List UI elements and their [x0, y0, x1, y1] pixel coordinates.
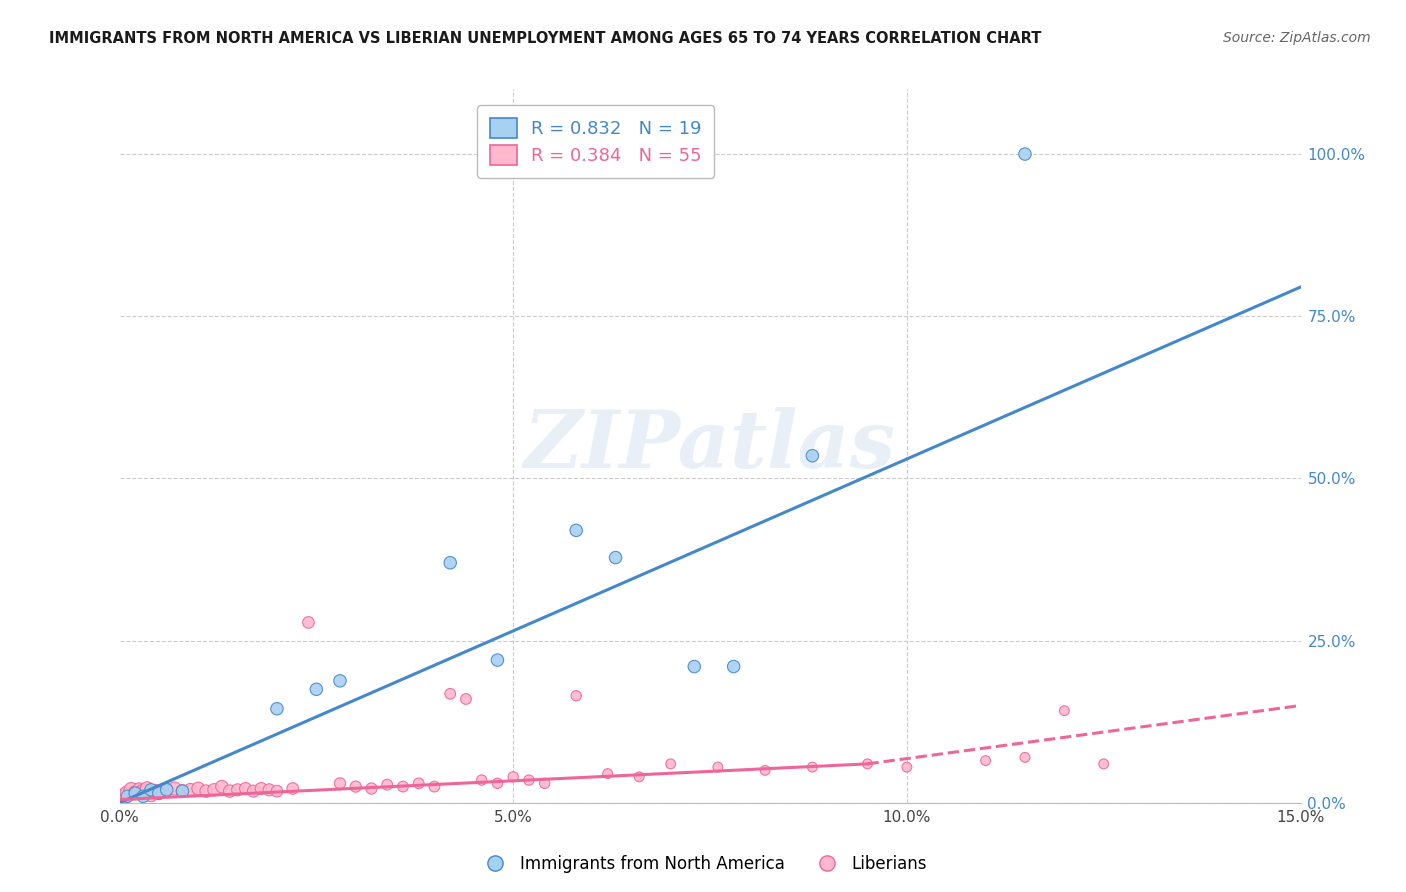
Point [211, 780, 233, 794]
Point [148, 786, 170, 800]
Point [486, 776, 509, 790]
Point [202, 782, 225, 797]
Point [856, 756, 879, 771]
Point [143, 784, 166, 798]
Legend: Immigrants from North America, Liberians: Immigrants from North America, Liberians [472, 848, 934, 880]
Point [156, 782, 179, 797]
Point [517, 773, 540, 788]
Point [408, 776, 430, 790]
Point [120, 782, 142, 797]
Point [659, 756, 682, 771]
Point [266, 702, 288, 716]
Point [281, 781, 304, 796]
Point [454, 692, 477, 706]
Text: Source: ZipAtlas.com: Source: ZipAtlas.com [1223, 31, 1371, 45]
Point [1014, 750, 1036, 764]
Point [266, 784, 288, 798]
Point [1092, 756, 1115, 771]
Point [360, 781, 382, 796]
Point [605, 550, 627, 565]
Point [533, 776, 555, 790]
Point [257, 782, 280, 797]
Point [423, 780, 446, 794]
Point [117, 786, 139, 800]
Point [974, 754, 997, 768]
Point [179, 782, 201, 797]
Point [136, 781, 159, 796]
Point [148, 786, 170, 800]
Point [392, 780, 415, 794]
Point [502, 770, 524, 784]
Point [754, 764, 776, 778]
Point [683, 659, 706, 673]
Point [124, 786, 146, 800]
Text: IMMIGRANTS FROM NORTH AMERICA VS LIBERIAN UNEMPLOYMENT AMONG AGES 65 TO 74 YEARS: IMMIGRANTS FROM NORTH AMERICA VS LIBERIA… [49, 31, 1042, 46]
Point [329, 673, 352, 688]
Point [156, 782, 179, 797]
Point [439, 556, 461, 570]
Point [329, 776, 352, 790]
Point [235, 781, 257, 796]
Point [250, 781, 273, 796]
Point [297, 615, 319, 630]
Point [139, 788, 162, 802]
Point [195, 784, 218, 798]
Point [172, 784, 194, 798]
Point [117, 789, 139, 804]
Point [163, 781, 186, 796]
Point [112, 789, 135, 804]
Point [128, 782, 150, 797]
Point [896, 760, 918, 774]
Point [1014, 147, 1036, 161]
Point [565, 689, 588, 703]
Point [1053, 704, 1076, 718]
Point [242, 784, 264, 798]
Point [124, 786, 146, 800]
Point [132, 789, 155, 804]
Point [218, 784, 240, 798]
Point [628, 770, 651, 784]
Point [471, 773, 494, 788]
Point [344, 780, 367, 794]
Point [226, 782, 249, 797]
Point [172, 784, 194, 798]
Point [565, 524, 588, 538]
Point [375, 778, 398, 792]
Point [139, 782, 162, 797]
Point [596, 766, 619, 780]
Point [486, 653, 509, 667]
Point [132, 784, 155, 798]
Point [439, 687, 461, 701]
Legend: R = 0.832   N = 19, R = 0.384   N = 55: R = 0.832 N = 19, R = 0.384 N = 55 [477, 105, 714, 178]
Point [305, 682, 328, 697]
Point [801, 760, 824, 774]
Point [801, 449, 824, 463]
Point [187, 781, 209, 796]
Point [723, 659, 745, 673]
Text: ZIPatlas: ZIPatlas [524, 408, 896, 484]
Point [707, 760, 730, 774]
